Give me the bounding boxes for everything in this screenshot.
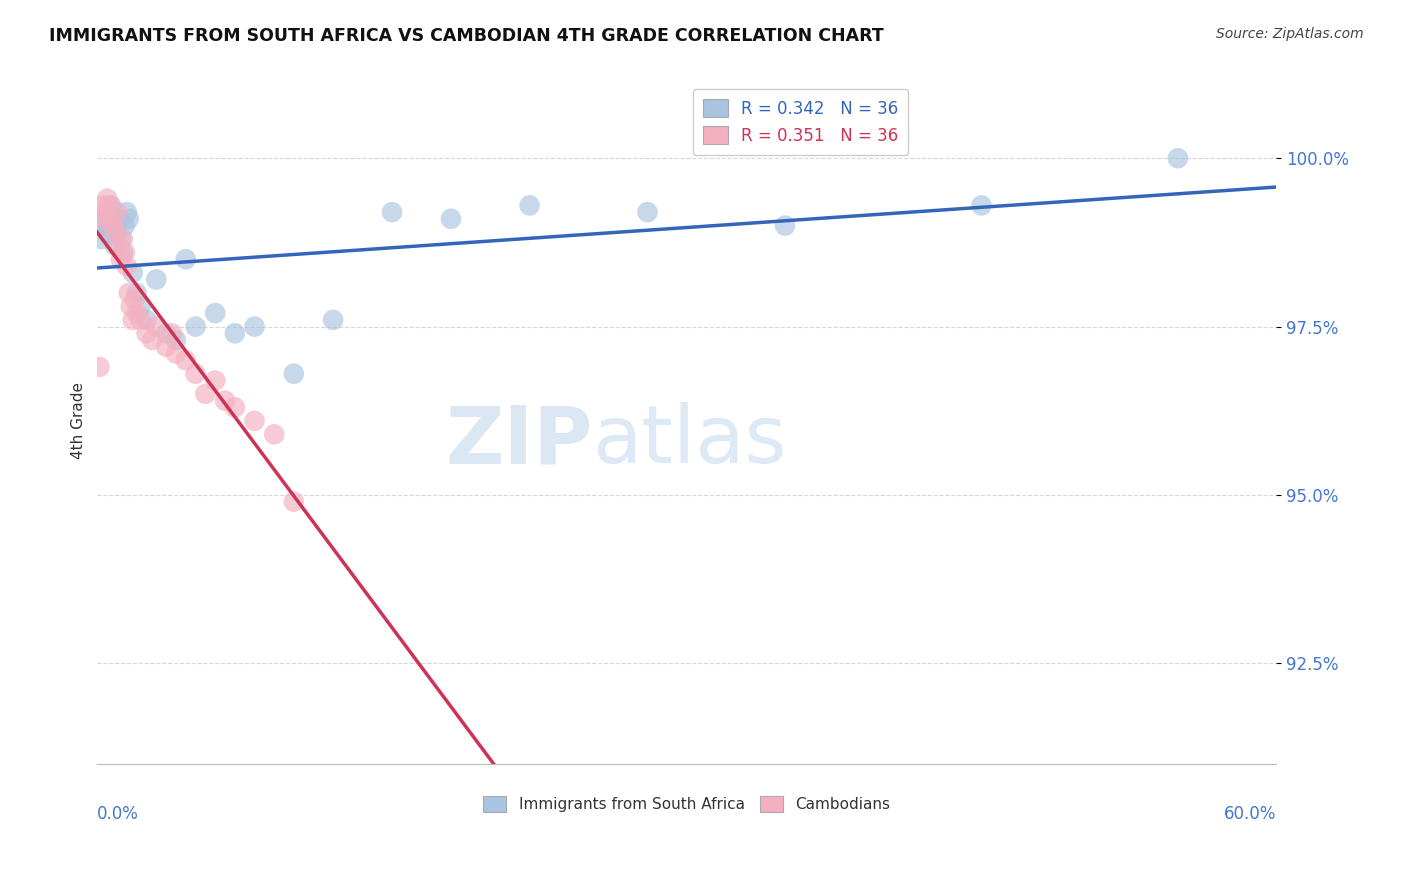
Point (114, 219, 136, 233)
Point (135, 326, 157, 341)
Y-axis label: 4th Grade: 4th Grade (72, 383, 86, 459)
Point (160, 326, 183, 341)
Point (89, 359, 111, 374)
Point (283, 367, 305, 381)
Point (773, 219, 796, 233)
Point (90, 211, 112, 226)
Point (118, 285, 141, 300)
Point (121, 313, 143, 327)
Point (145, 272, 167, 286)
Point (141, 333, 163, 347)
Text: 60.0%: 60.0% (1223, 805, 1277, 823)
Point (174, 353, 197, 368)
Point (970, 198, 993, 212)
Text: atlas: atlas (592, 402, 787, 481)
Legend: Immigrants from South Africa, Cambodians: Immigrants from South Africa, Cambodians (477, 789, 896, 819)
Point (184, 367, 207, 381)
Point (165, 333, 187, 347)
Point (100, 211, 122, 226)
Text: 0.0%: 0.0% (97, 805, 139, 823)
Point (224, 401, 246, 415)
Point (263, 427, 285, 442)
Point (104, 239, 127, 253)
Point (94, 211, 117, 226)
Point (118, 211, 141, 226)
Point (104, 225, 127, 239)
Point (135, 313, 157, 327)
Point (105, 225, 128, 239)
Point (98, 198, 121, 212)
Point (519, 198, 541, 212)
Point (283, 494, 305, 508)
Point (115, 205, 138, 219)
Point (98, 205, 121, 219)
Point (108, 239, 131, 253)
Point (440, 211, 463, 226)
Point (194, 387, 217, 401)
Point (129, 313, 152, 327)
Point (204, 374, 226, 388)
Point (636, 205, 658, 219)
Point (91, 219, 114, 233)
Point (108, 211, 131, 226)
Point (214, 393, 236, 408)
Point (124, 293, 146, 307)
Text: Source: ZipAtlas.com: Source: ZipAtlas.com (1216, 27, 1364, 41)
Point (155, 326, 177, 341)
Point (381, 205, 404, 219)
Point (224, 326, 246, 341)
Point (125, 285, 148, 300)
Point (101, 219, 124, 233)
Point (91, 198, 114, 212)
Point (115, 259, 138, 273)
Point (110, 232, 132, 246)
Point (101, 219, 124, 233)
Point (129, 299, 152, 313)
Point (120, 299, 142, 313)
Point (110, 252, 132, 267)
Point (204, 306, 226, 320)
Point (322, 313, 344, 327)
Point (1167, 151, 1189, 165)
Point (96, 225, 118, 239)
Point (174, 252, 197, 267)
Point (184, 319, 207, 334)
Point (121, 266, 143, 280)
Point (90, 232, 112, 246)
Point (96, 192, 118, 206)
Point (165, 346, 187, 360)
Point (111, 245, 134, 260)
Point (155, 340, 177, 354)
Point (243, 414, 266, 428)
Point (125, 306, 148, 320)
Point (105, 205, 128, 219)
Text: ZIP: ZIP (446, 402, 592, 481)
Point (114, 245, 136, 260)
Point (111, 232, 134, 246)
Point (243, 319, 266, 334)
Text: IMMIGRANTS FROM SOUTH AFRICA VS CAMBODIAN 4TH GRADE CORRELATION CHART: IMMIGRANTS FROM SOUTH AFRICA VS CAMBODIA… (49, 27, 884, 45)
Point (94, 205, 117, 219)
Point (100, 198, 122, 212)
Point (145, 319, 167, 334)
